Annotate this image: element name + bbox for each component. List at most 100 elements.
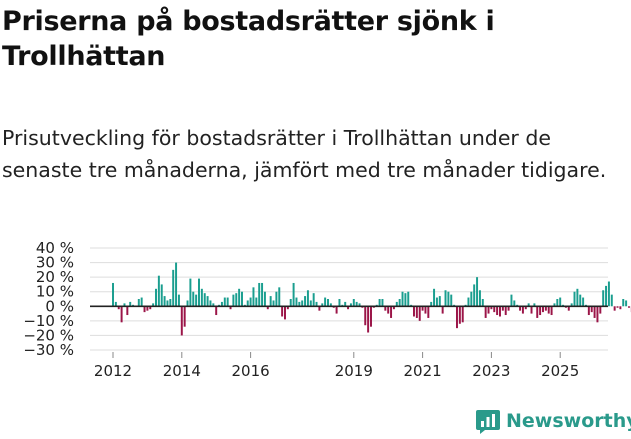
bar (553, 303, 556, 307)
bar (424, 306, 427, 314)
bar (435, 297, 438, 307)
bar (625, 300, 628, 307)
bar (152, 303, 155, 307)
bar (149, 306, 152, 310)
bar (510, 294, 513, 307)
y-tick-label: 40 % (36, 239, 74, 257)
bar (536, 306, 539, 318)
bar (441, 306, 444, 314)
bar (370, 306, 372, 327)
x-tick-label: 2023 (472, 362, 510, 380)
bar (507, 306, 510, 311)
x-tick-label: 2016 (232, 362, 270, 380)
bar (579, 294, 582, 307)
newsworthy-logo-icon (476, 410, 500, 434)
bar (593, 306, 596, 318)
bar (447, 291, 450, 307)
y-tick-label: −30 % (23, 341, 74, 359)
y-tick-label: 20 % (36, 268, 74, 286)
bar (126, 306, 129, 316)
bar (192, 291, 195, 307)
bar (238, 288, 241, 307)
x-tick-label: 2014 (163, 362, 201, 380)
bar (212, 303, 215, 307)
bar (175, 262, 178, 307)
bar (235, 293, 238, 307)
bar (206, 296, 209, 307)
bar (364, 306, 367, 326)
bar (315, 301, 318, 307)
bar (312, 293, 315, 307)
bar (418, 306, 421, 321)
bar (338, 299, 341, 307)
bar (415, 306, 418, 318)
y-tick-label: 30 % (36, 254, 74, 272)
bar (120, 306, 123, 323)
bar (137, 299, 140, 307)
chart-title: Priserna på bostadsrätter sjönk i Trollh… (2, 6, 495, 72)
bar (404, 293, 407, 307)
bar (470, 291, 473, 307)
bar (166, 300, 169, 307)
bar (143, 306, 146, 313)
bar (252, 287, 255, 307)
bar (539, 306, 542, 316)
x-tick-label: 2025 (541, 362, 579, 380)
bar (527, 303, 530, 307)
bar (478, 290, 481, 307)
bar (590, 306, 593, 313)
bar (493, 306, 496, 313)
bar (567, 306, 570, 311)
x-tick-label: 2012 (94, 362, 132, 380)
bar (129, 301, 132, 307)
x-tick-label: 2021 (404, 362, 442, 380)
bar (281, 306, 284, 317)
bar (438, 296, 441, 307)
brand-logo: Newsworthy (476, 406, 631, 436)
bar (473, 284, 476, 307)
y-tick-label: 0 % (45, 297, 74, 315)
bar (524, 306, 527, 310)
bar (241, 291, 243, 307)
bar (378, 299, 381, 307)
bar (160, 284, 163, 307)
bar (301, 300, 304, 307)
bar (189, 278, 192, 307)
bar (519, 306, 522, 311)
bar (556, 299, 559, 307)
x-tick-label: 2019 (335, 362, 373, 380)
chart-subtitle: Prisutveckling för bostadsrätter i Troll… (2, 126, 607, 182)
bar (157, 275, 160, 307)
y-tick-label: −10 % (23, 312, 74, 330)
bar (401, 291, 404, 307)
bar (407, 291, 410, 307)
bar (602, 290, 605, 307)
bar (358, 303, 361, 307)
bar (504, 306, 507, 316)
bar (284, 306, 286, 320)
bar (327, 299, 329, 307)
y-tick-label: −20 % (23, 326, 74, 344)
bar (573, 291, 576, 307)
bar (596, 306, 599, 323)
bar (329, 303, 332, 307)
bar (619, 306, 622, 310)
brand-name: Newsworthy (506, 410, 631, 432)
bar (183, 306, 186, 327)
bar (258, 282, 261, 307)
bar (304, 296, 307, 307)
bar (559, 297, 562, 307)
bar (163, 296, 166, 307)
bar (599, 306, 602, 314)
bar (255, 297, 258, 307)
bar (344, 301, 347, 307)
bar (117, 306, 120, 310)
bar (490, 306, 493, 310)
bar (384, 306, 387, 311)
bar (324, 297, 327, 307)
bar (355, 301, 358, 307)
bar (398, 299, 401, 307)
bar (433, 288, 436, 307)
bar (513, 300, 516, 307)
bar (542, 306, 544, 313)
